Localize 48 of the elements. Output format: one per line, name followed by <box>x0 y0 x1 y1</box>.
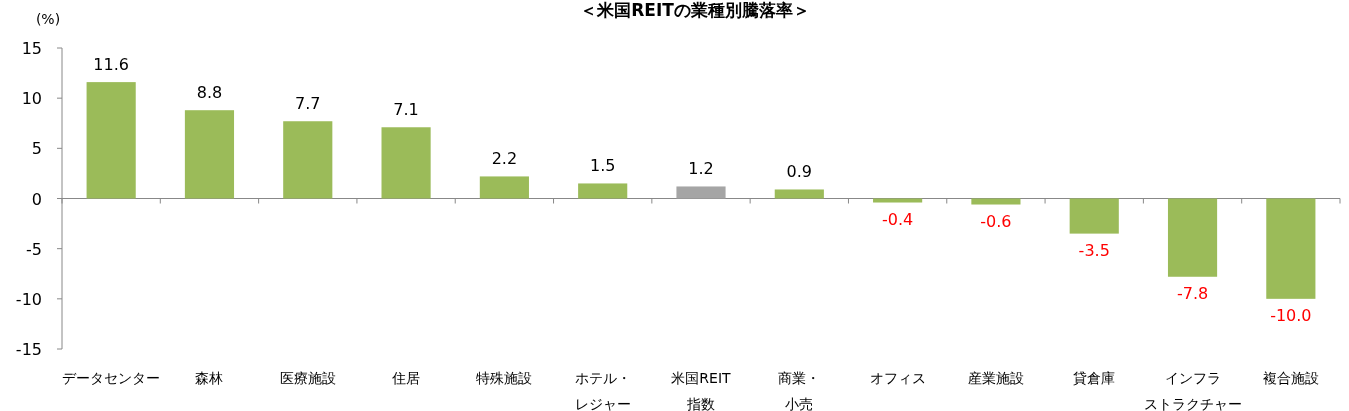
bar <box>479 176 529 199</box>
data-label: -3.5 <box>1078 240 1110 260</box>
bar <box>184 110 235 199</box>
bar <box>971 198 1021 205</box>
bar <box>283 121 333 199</box>
bar <box>774 189 824 199</box>
x-tick-label: 特殊施設 <box>476 370 533 386</box>
bar <box>86 82 136 199</box>
data-label: 7.7 <box>295 94 321 114</box>
chart-title: ＜米国REITの業種別騰落率＞ <box>580 0 810 20</box>
x-tick-label: 産業施設 <box>967 370 1024 386</box>
y-tick-label: 0 <box>31 189 42 209</box>
y-tick-label: 15 <box>21 39 42 58</box>
data-label: 0.9 <box>786 162 813 182</box>
bar <box>381 127 431 199</box>
data-label: 7.1 <box>393 100 419 120</box>
y-tick-label: -15 <box>15 340 42 359</box>
x-tick-label: 商業・小売 <box>778 370 821 411</box>
data-label: 8.8 <box>196 83 223 103</box>
bar <box>676 186 726 199</box>
x-tick-label: 貸倉庫 <box>1073 370 1116 386</box>
bar <box>1266 198 1316 299</box>
bar <box>1167 198 1218 277</box>
data-label: -0.4 <box>882 209 914 229</box>
data-label: -10.0 <box>1270 305 1312 325</box>
y-tick-label: 5 <box>31 139 42 159</box>
bar <box>873 198 923 203</box>
data-label: -0.6 <box>980 211 1012 231</box>
y-tick-label: -10 <box>15 289 42 309</box>
bar <box>1069 198 1119 234</box>
y-tick-label: 10 <box>21 89 42 109</box>
y-axis-title: (%) <box>35 11 61 27</box>
data-label: 11.6 <box>93 55 129 75</box>
x-tick-label: 住居 <box>391 370 421 386</box>
x-tick-label: インフラストラクチャー <box>1143 370 1242 411</box>
data-label: 1.5 <box>589 156 616 176</box>
y-tick-label: -5 <box>26 239 42 259</box>
x-tick-label: 複合施設 <box>1262 370 1319 386</box>
x-tick-label: オフィス <box>869 370 926 386</box>
data-label: 2.2 <box>491 149 518 169</box>
x-tick-label: ホテル・レジャー <box>574 370 631 411</box>
data-label: -7.8 <box>1176 283 1209 303</box>
x-tick-label: データセンター <box>62 370 161 386</box>
x-tick-label: 米国REIT指数 <box>671 370 732 411</box>
x-tick-label: 医療施設 <box>279 370 336 386</box>
bar <box>578 183 628 199</box>
data-label: 1.2 <box>688 159 714 179</box>
x-tick-label: 森林 <box>195 370 224 386</box>
